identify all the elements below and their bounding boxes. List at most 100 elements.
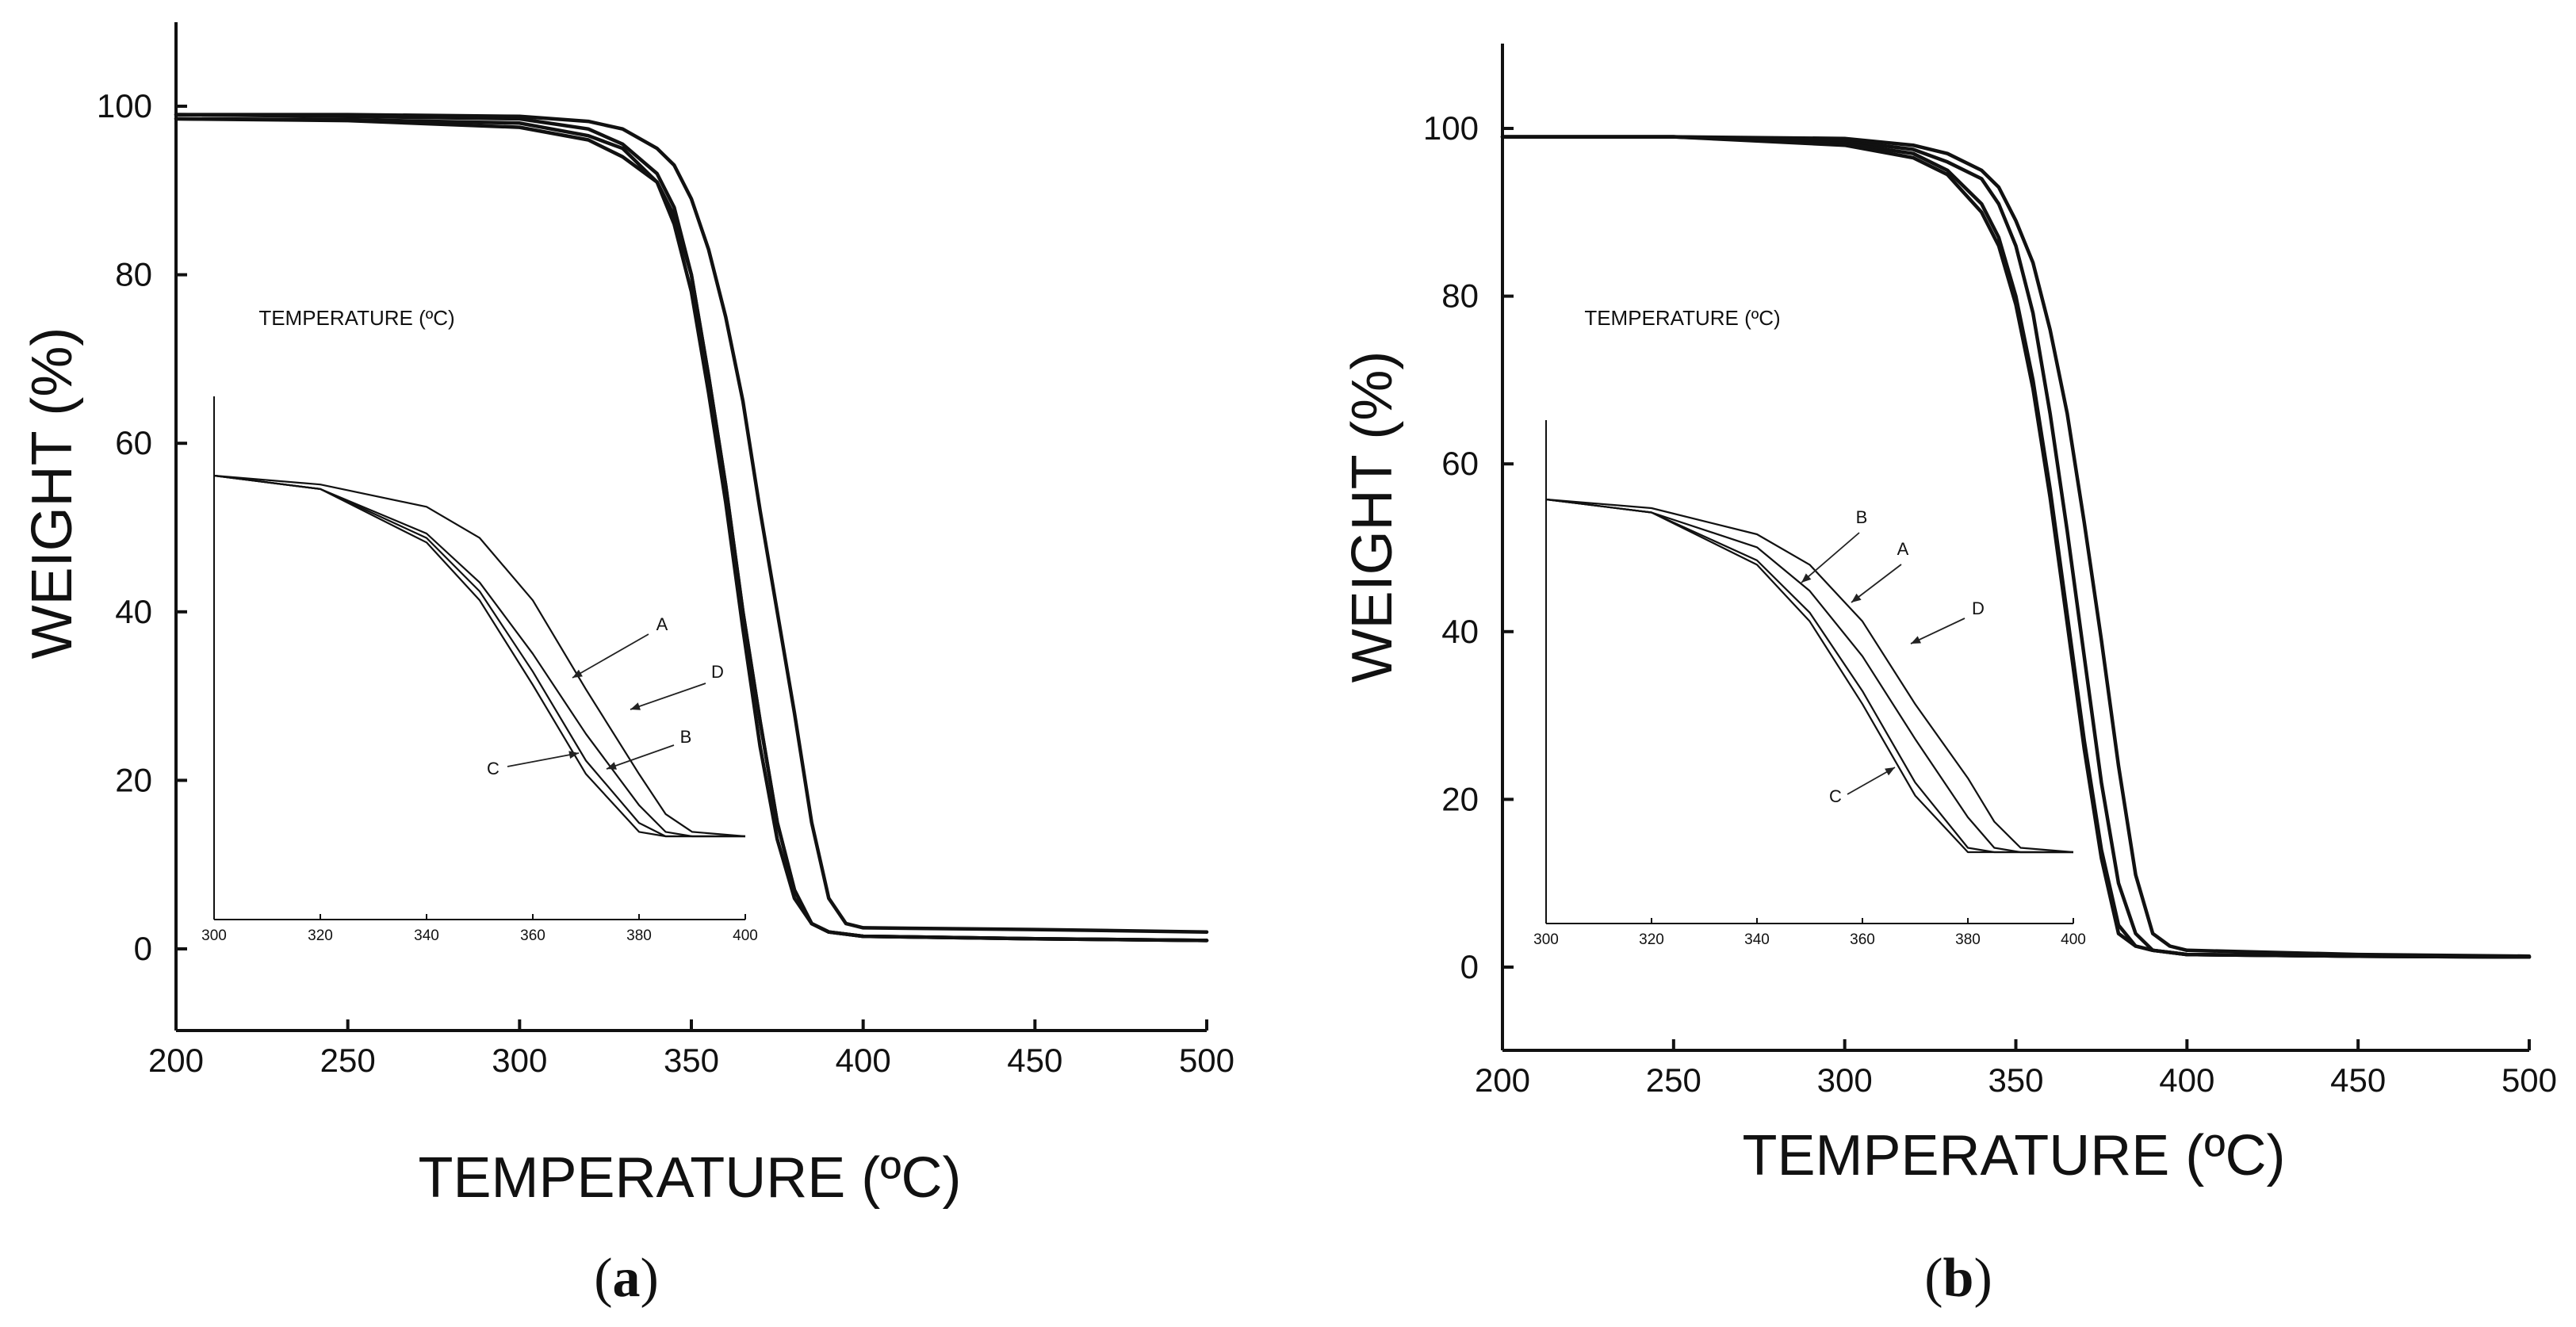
panel-a-label-close: )	[641, 1248, 659, 1309]
y-tick-label: 80	[1441, 277, 1479, 315]
inset-annotation-label: C	[487, 759, 500, 778]
inset-annotation-label: B	[1856, 507, 1868, 527]
inset-x-tick-label: 380	[1955, 931, 1981, 948]
inset-series-line-a	[213, 474, 745, 838]
series-line-b	[174, 117, 1209, 943]
inset-series-line-c	[213, 474, 745, 838]
panel-b-inset-x-axis-title: TEMPERATURE (ºC)	[1584, 306, 1780, 330]
inset-annotation-arrowhead	[1851, 593, 1862, 602]
inset-x-tick-label: 400	[2061, 931, 2086, 948]
inset-annotation-arrow	[1910, 618, 1965, 644]
inset-x-tick-label: 320	[1639, 931, 1664, 948]
inset-series-line-a	[1545, 498, 2073, 854]
y-tick-label: 0	[134, 930, 152, 967]
panel-a-label-open: (	[594, 1248, 612, 1309]
series-line-d	[174, 113, 1209, 934]
x-tick-label: 450	[2330, 1061, 2386, 1099]
inset-annotation-label: D	[1972, 598, 1985, 618]
x-tick-label: 350	[1988, 1061, 2043, 1099]
inset-annotation-label: C	[1829, 786, 1842, 806]
y-tick-label: 0	[1460, 948, 1479, 985]
inset-annotation-arrowhead	[1801, 573, 1812, 583]
inset-x-tick-label: 300	[201, 927, 227, 944]
x-tick-label: 400	[836, 1042, 891, 1079]
y-tick-label: 40	[1441, 613, 1479, 650]
y-tick-label: 60	[1441, 445, 1479, 482]
panel-b-y-axis-title: WEIGHT (%)	[1341, 351, 1404, 683]
inset-annotation-arrow	[507, 752, 580, 767]
inset-x-tick-label: 360	[520, 927, 545, 944]
panel-b-axes: 200 250 300 350 400 450 500 0 20 40 60 80 100	[1423, 44, 2557, 1099]
inset-annotation-arrowhead	[1885, 767, 1895, 776]
panel-a-y-axis-title: WEIGHT (%)	[21, 327, 84, 660]
panel-b-inset: 300 320 340 360 380 400 B A D C	[1533, 420, 2086, 948]
panel-a-label-letter: a	[613, 1248, 641, 1309]
inset-x-tick-label: 400	[733, 927, 758, 944]
panel-b-x-axis-title: TEMPERATURE (ºC)	[1743, 1124, 2286, 1187]
y-tick-label: 100	[97, 87, 152, 124]
x-tick-label: 500	[2501, 1061, 2557, 1099]
inset-annotation-arrow	[1801, 532, 1860, 583]
inset-annotation-arrowhead	[568, 751, 579, 759]
inset-annotation-arrow	[630, 683, 706, 710]
y-tick-label: 60	[115, 424, 152, 461]
panel-b-label-letter: b	[1943, 1248, 1974, 1309]
inset-x-tick-label: 360	[1850, 931, 1875, 948]
x-tick-label: 450	[1007, 1042, 1062, 1079]
inset-annotation-label: D	[711, 662, 724, 682]
inset-annotation-arrowhead	[572, 669, 583, 678]
y-tick-label: 20	[115, 761, 152, 798]
series-line-c	[174, 117, 1209, 943]
x-tick-label: 300	[1817, 1061, 1873, 1099]
panel-b-label-open: (	[1924, 1248, 1943, 1309]
panel-b: 200 250 300 350 400 450 500 0 20 40 60 80 100 300 320…	[1341, 44, 2557, 1309]
inset-annotation-label: A	[1897, 539, 1909, 559]
x-tick-label: 500	[1179, 1042, 1234, 1079]
inset-annotation-arrowhead	[1911, 636, 1921, 644]
x-tick-label: 250	[320, 1042, 376, 1079]
inset-annotation-label: A	[656, 614, 668, 634]
panel-b-label: (b)	[1924, 1248, 1992, 1309]
series-line-a	[1500, 135, 2532, 959]
inset-annotation-arrow	[1851, 564, 1902, 603]
y-tick-label: 80	[115, 256, 152, 293]
x-tick-label: 250	[1646, 1061, 1701, 1099]
x-tick-label: 200	[148, 1042, 204, 1079]
panel-a-x-axis-title: TEMPERATURE (ºC)	[419, 1146, 962, 1210]
inset-annotation-label: B	[680, 727, 692, 747]
panel-a-inset-x-axis-title: TEMPERATURE (ºC)	[258, 306, 454, 330]
inset-series-line-d	[1545, 498, 2074, 854]
x-tick-label: 300	[492, 1042, 547, 1079]
y-tick-label: 100	[1423, 109, 1479, 147]
inset-annotation-arrow	[572, 633, 649, 679]
series-line-d	[1500, 135, 2532, 958]
inset-annotation-arrowhead	[607, 762, 617, 770]
x-tick-label: 200	[1475, 1061, 1530, 1099]
x-tick-label: 350	[664, 1042, 719, 1079]
inset-annotation-arrow	[606, 744, 675, 770]
panel-b-label-close: )	[1973, 1248, 1992, 1309]
inset-x-tick-label: 300	[1533, 931, 1559, 948]
inset-annotation-arrowhead	[630, 702, 641, 710]
panel-a-curves	[174, 113, 1209, 943]
panel-a-axes: 200 250 300 350 400 450 500 0 20 40 60 80 100	[97, 22, 1234, 1079]
series-line-b	[1500, 135, 2532, 959]
inset-x-tick-label: 380	[626, 927, 652, 944]
inset-series-line-d	[213, 474, 746, 838]
panel-a: 200 250 300 350 400 450 500 0 20 40 60 80 100 300 320…	[21, 22, 1234, 1309]
y-tick-label: 40	[115, 593, 152, 630]
panel-b-curves	[1500, 135, 2532, 959]
series-line-a	[174, 113, 1209, 943]
inset-x-tick-label: 340	[1744, 931, 1770, 948]
inset-series-line-b	[1545, 498, 2073, 854]
y-tick-label: 20	[1441, 780, 1479, 817]
panel-a-inset: 300 320 340 360 380 400 A D B C	[201, 396, 758, 944]
series-line-c	[1500, 135, 2532, 959]
x-tick-label: 400	[2159, 1061, 2214, 1099]
inset-series-line-c	[1545, 498, 2073, 854]
inset-series-line-b	[213, 474, 745, 838]
panel-a-label: (a)	[594, 1248, 659, 1309]
inset-x-tick-label: 320	[308, 927, 333, 944]
